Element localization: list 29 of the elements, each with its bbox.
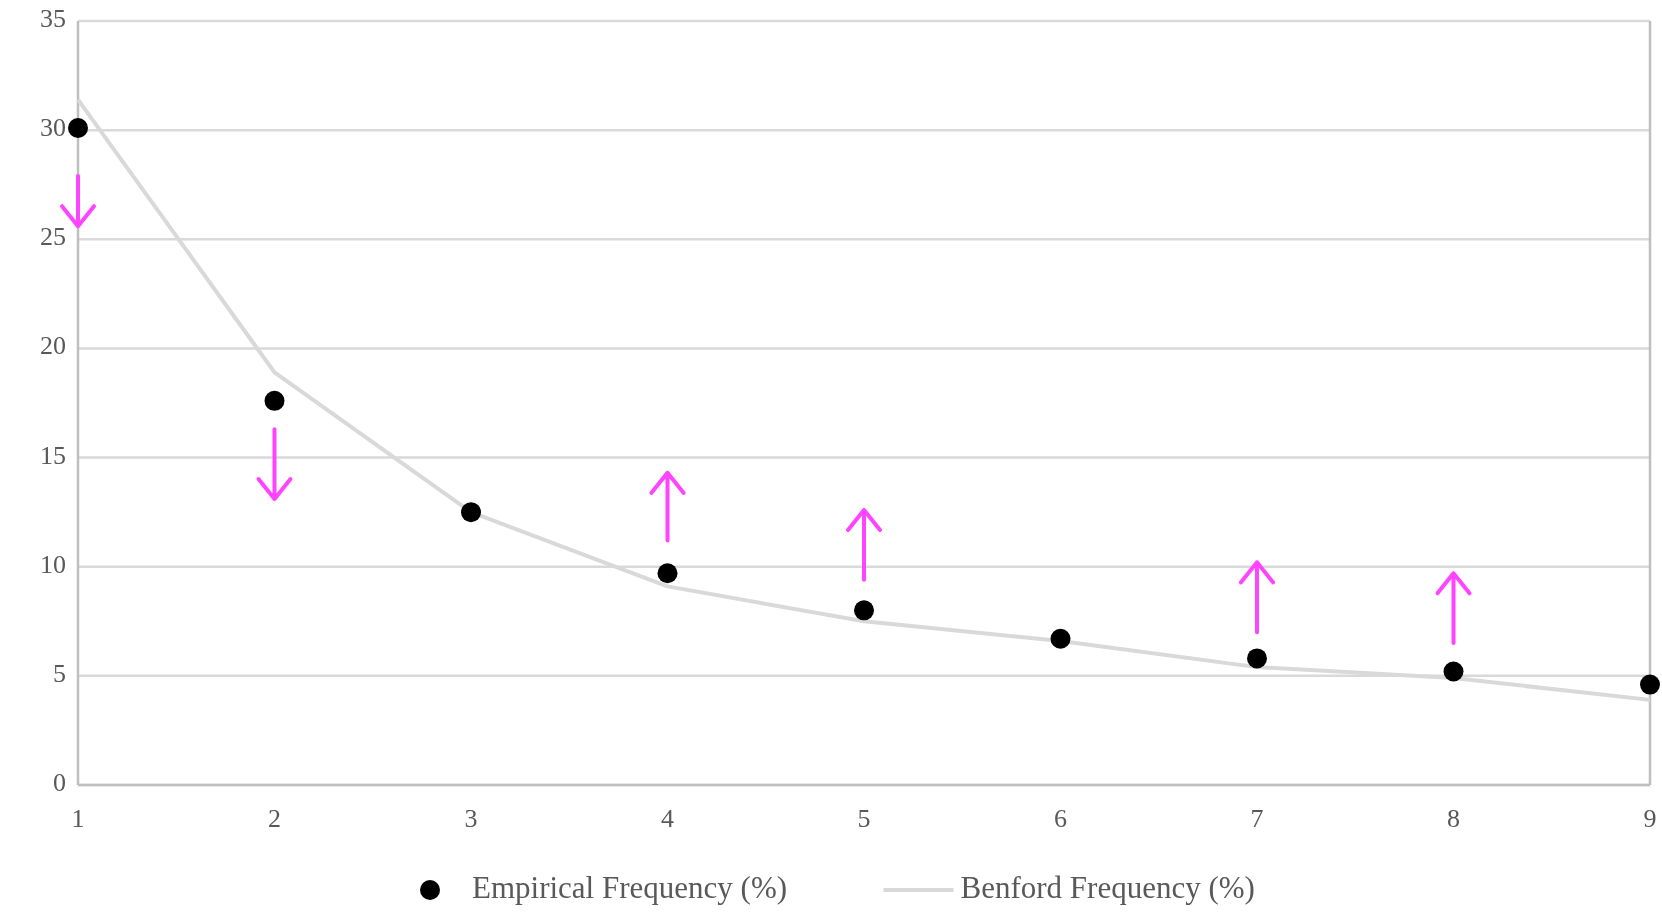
point xyxy=(264,390,285,411)
y-tick-label: 20 xyxy=(40,331,66,361)
x-tick-label: 3 xyxy=(464,804,478,833)
point xyxy=(68,117,88,138)
y-tick-label: 35 xyxy=(40,3,66,33)
point xyxy=(461,502,481,523)
y-tick-label: 10 xyxy=(40,549,66,579)
x-tick-label: 6 xyxy=(1054,804,1067,833)
point xyxy=(1443,661,1464,682)
y-tick-label: 0 xyxy=(53,767,66,797)
point xyxy=(1640,674,1660,695)
point xyxy=(657,563,678,584)
x-tick-label: 4 xyxy=(661,804,674,833)
x-tick-label: 2 xyxy=(268,804,281,833)
x-tick-label: 8 xyxy=(1447,804,1460,833)
x-tick-label: 1 xyxy=(71,804,85,833)
x-tick-label: 5 xyxy=(857,804,871,833)
y-tick-label: 5 xyxy=(53,658,66,688)
y-tick-label: 15 xyxy=(40,440,66,470)
point xyxy=(1050,628,1071,649)
x-tick-label: 9 xyxy=(1643,804,1657,833)
legend-label: Benford Frequency (%) xyxy=(960,870,1255,905)
point xyxy=(854,600,874,621)
legend-label: Empirical Frequency (%) xyxy=(472,870,788,905)
y-tick-label: 30 xyxy=(40,113,66,143)
point xyxy=(1247,648,1267,669)
x-tick-label: 7 xyxy=(1250,804,1264,833)
line-series xyxy=(76,97,1652,702)
y-tick-label: 25 xyxy=(40,222,66,252)
